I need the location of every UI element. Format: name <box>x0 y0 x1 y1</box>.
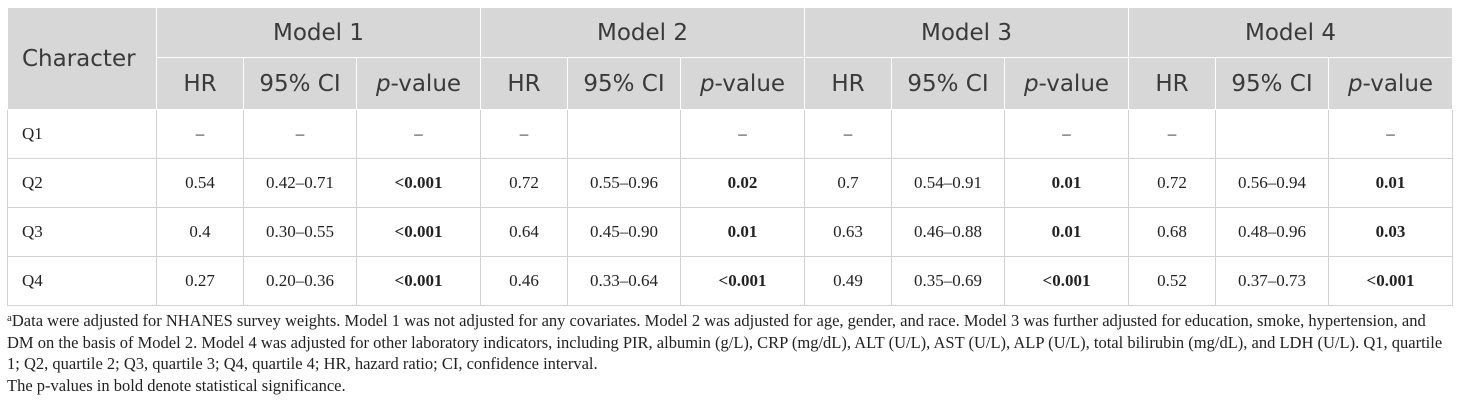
value-suffix: -value <box>1362 70 1434 97</box>
p-value-cell: <0.001 <box>356 158 481 208</box>
hr-cell: 0.4 <box>156 207 244 257</box>
hr-cell: 0.72 <box>480 158 568 208</box>
header-row-statistics: HR 95% CI p-value HR 95% CI p-value HR 95% CI p-… <box>8 57 1453 110</box>
p-value-cell: 0.03 <box>1328 207 1453 257</box>
p-symbol: p <box>699 70 715 97</box>
hr-cell: – <box>156 109 244 159</box>
ci-header: 95% CI <box>1215 57 1329 110</box>
hazard-ratio-table: Character Model 1 Model 2 Model 3 Model … <box>7 7 1453 306</box>
hr-cell: 0.54 <box>156 158 244 208</box>
ci-header: 95% CI <box>891 57 1005 110</box>
table-row: Q4 0.27 0.20–0.36 <0.001 0.46 0.33–0.64 <0.001… <box>7 256 1453 306</box>
footnote-marker: a <box>7 312 12 324</box>
model-3-header: Model 3 <box>804 7 1129 58</box>
value-suffix: -value <box>1038 70 1110 97</box>
footnote-adjustment: aData were adjusted for NHANES survey we… <box>7 310 1453 375</box>
p-value-cell: – <box>680 109 805 159</box>
p-value-cell: <0.001 <box>1328 256 1453 306</box>
hr-header: HR <box>480 57 568 110</box>
ci-cell: 0.48–0.96 <box>1215 207 1329 257</box>
ci-cell: 0.55–0.96 <box>567 158 681 208</box>
ci-cell: 0.35–0.69 <box>891 256 1005 306</box>
p-symbol: p <box>1023 70 1039 97</box>
ci-cell: – <box>243 109 357 159</box>
hr-cell: 0.7 <box>804 158 892 208</box>
ci-header: 95% CI <box>567 57 681 110</box>
ci-cell: 0.56–0.94 <box>1215 158 1329 208</box>
character-header: Character <box>7 7 157 110</box>
p-value-cell: <0.001 <box>680 256 805 306</box>
ci-header: 95% CI <box>243 57 357 110</box>
p-symbol: p <box>1347 70 1363 97</box>
hr-cell: – <box>1128 109 1216 159</box>
ci-cell: 0.45–0.90 <box>567 207 681 257</box>
p-value-header: p-value <box>1328 57 1453 110</box>
hr-header: HR <box>804 57 892 110</box>
p-value-cell: 0.01 <box>1004 207 1129 257</box>
hr-cell: 0.49 <box>804 256 892 306</box>
hr-cell: 0.63 <box>804 207 892 257</box>
p-value-cell: – <box>1004 109 1129 159</box>
hr-header: HR <box>156 57 244 110</box>
hr-cell: 0.72 <box>1128 158 1216 208</box>
value-suffix: -value <box>390 70 462 97</box>
p-value-cell: – <box>1328 109 1453 159</box>
p-value-cell: – <box>356 109 481 159</box>
hr-cell: 0.52 <box>1128 256 1216 306</box>
hr-header: HR <box>1128 57 1216 110</box>
p-symbol: p <box>375 70 391 97</box>
table-container: Character Model 1 Model 2 Model 3 Model … <box>7 7 1453 396</box>
p-value-cell: 0.01 <box>1328 158 1453 208</box>
table-row: Q1– – – – – – – – – <box>7 109 1453 159</box>
header-row-models: Character Model 1 Model 2 Model 3 Model … <box>7 7 1453 110</box>
hr-cell: – <box>480 109 568 159</box>
value-suffix: -value <box>714 70 786 97</box>
model-1-header: Model 1 <box>156 7 481 58</box>
ci-cell <box>1215 109 1329 159</box>
table-footnotes: aData were adjusted for NHANES survey we… <box>7 310 1453 396</box>
model-2-header: Model 2 <box>480 7 805 58</box>
table-row: Q3 0.4 0.30–0.55 <0.001 0.64 0.45–0.90 0.01 0.6… <box>7 207 1453 257</box>
ci-cell: 0.20–0.36 <box>243 256 357 306</box>
model-4-header: Model 4 <box>1128 7 1453 58</box>
ci-cell: 0.37–0.73 <box>1215 256 1329 306</box>
hr-cell: 0.64 <box>480 207 568 257</box>
p-value-cell: <0.001 <box>356 207 481 257</box>
hr-cell: 0.46 <box>480 256 568 306</box>
ci-cell: 0.46–0.88 <box>891 207 1005 257</box>
footnote-significance: The p-values in bold denote statistical … <box>7 375 346 395</box>
row-label: Q2 <box>7 158 157 208</box>
ci-cell <box>891 109 1005 159</box>
hr-cell: 0.27 <box>156 256 244 306</box>
hr-cell: 0.68 <box>1128 207 1216 257</box>
p-value-header: p-value <box>680 57 805 110</box>
p-value-cell: 0.02 <box>680 158 805 208</box>
p-value-header: p-value <box>1004 57 1129 110</box>
table-body: Q1– – – – – – – – – Q2 0.54 0.42–0.71 <0.001 0.72 0.55… <box>7 109 1453 306</box>
ci-cell: 0.54–0.91 <box>891 158 1005 208</box>
p-value-cell: 0.01 <box>680 207 805 257</box>
ci-cell: 0.30–0.55 <box>243 207 357 257</box>
p-value-cell: <0.001 <box>1004 256 1129 306</box>
ci-cell: 0.33–0.64 <box>567 256 681 306</box>
p-value-header: p-value <box>356 57 481 110</box>
p-value-cell: <0.001 <box>356 256 481 306</box>
ci-cell: 0.42–0.71 <box>243 158 357 208</box>
footnote-text: Data were adjusted for NHANES survey wei… <box>7 311 1443 373</box>
table-row: Q2 0.54 0.42–0.71 <0.001 0.72 0.55–0.96 0.02 0.… <box>7 158 1453 208</box>
ci-cell <box>567 109 681 159</box>
hr-cell: – <box>804 109 892 159</box>
row-label: Q3 <box>7 207 157 257</box>
p-value-cell: 0.01 <box>1004 158 1129 208</box>
row-label: Q4 <box>7 256 157 306</box>
row-label: Q1 <box>7 109 157 159</box>
